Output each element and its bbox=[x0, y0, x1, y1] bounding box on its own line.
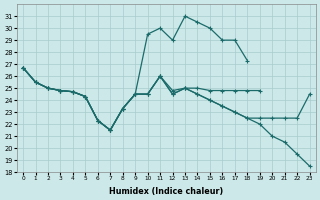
X-axis label: Humidex (Indice chaleur): Humidex (Indice chaleur) bbox=[109, 187, 223, 196]
